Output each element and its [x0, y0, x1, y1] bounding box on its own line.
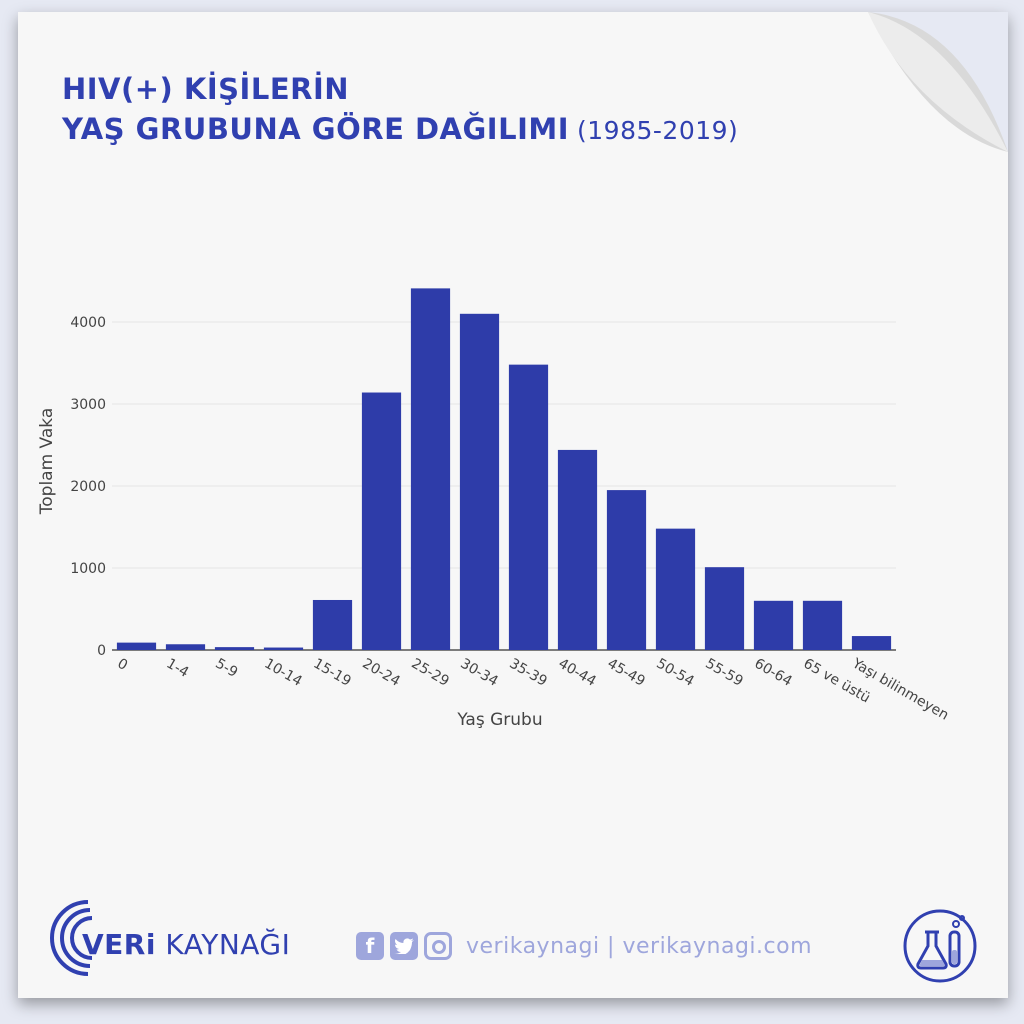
bar-5-9[interactable]	[214, 647, 255, 650]
y-tick-labels: 0 1000 2000 3000 4000	[70, 315, 106, 659]
x-tick-label: 40-44	[556, 656, 599, 690]
social-links: f verikaynagi | verikaynagi.com	[356, 932, 812, 960]
x-tick-label: 5-9	[213, 656, 241, 681]
chart-title-line1: HIV(+) KİŞİLERİN	[62, 72, 350, 106]
bar-1-4[interactable]	[165, 644, 206, 650]
social-handles[interactable]: verikaynagi | verikaynagi.com	[466, 933, 813, 959]
x-axis-label: Yaş Grubu	[456, 710, 542, 730]
bar-50-54[interactable]	[655, 528, 696, 650]
page-curl-icon	[868, 12, 1008, 152]
x-tick-label: 1-4	[164, 656, 192, 681]
x-tick-label: 0	[115, 656, 131, 674]
x-tick-label: 10-14	[262, 656, 305, 690]
x-tick-label: 35-39	[507, 656, 550, 690]
x-tick-label: 25-29	[409, 656, 452, 690]
bar-45-49[interactable]	[606, 490, 647, 650]
chart-title-main: YAŞ GRUBUNA GÖRE DAĞILIMI	[62, 112, 570, 146]
bar-0[interactable]	[116, 642, 157, 650]
facebook-icon[interactable]: f	[356, 932, 384, 960]
brand-name-bold: VERi	[82, 928, 156, 961]
x-tick-label: 30-34	[458, 656, 501, 690]
bar-55-59[interactable]	[704, 567, 745, 650]
x-tick-label: 45-49	[605, 656, 648, 690]
chart-subtitle: (1985-2019)	[577, 116, 739, 145]
y-tick-label: 4000	[70, 315, 106, 331]
x-tick-label: 50-54	[654, 656, 697, 690]
y-tick-label: 0	[97, 643, 106, 659]
instagram-icon[interactable]	[424, 932, 452, 960]
x-tick-label: 55-59	[703, 656, 746, 690]
bar-65-ve-üstü[interactable]	[802, 600, 843, 650]
bar-15-19[interactable]	[312, 599, 353, 650]
x-tick-label: 60-64	[752, 656, 795, 690]
logo-arcs-icon	[50, 900, 93, 976]
twitter-icon[interactable]	[390, 932, 418, 960]
lab-flask-icon	[903, 909, 977, 983]
y-tick-label: 1000	[70, 561, 106, 577]
brand-name: VERi KAYNAĞI	[82, 928, 290, 961]
bar-60-64[interactable]	[753, 600, 794, 650]
bar-40-44[interactable]	[557, 449, 598, 650]
x-tick-label: 15-19	[311, 656, 354, 690]
brand-name-rest: KAYNAĞI	[155, 928, 291, 961]
chart-title-line2: YAŞ GRUBUNA GÖRE DAĞILIMI (1985-2019)	[62, 112, 738, 146]
bar-Yaşı-bilinmeyen[interactable]	[851, 636, 892, 650]
bar-10-14[interactable]	[263, 647, 304, 650]
bar-30-34[interactable]	[459, 313, 500, 650]
bar-35-39[interactable]	[508, 364, 549, 650]
y-tick-label: 2000	[70, 479, 106, 495]
bar-20-24[interactable]	[361, 392, 402, 650]
y-tick-label: 3000	[70, 397, 106, 413]
bars-group	[116, 288, 892, 650]
y-axis-label: Toplam Vaka	[37, 408, 57, 515]
bar-25-29[interactable]	[410, 288, 451, 650]
x-tick-label: 20-24	[360, 656, 403, 690]
